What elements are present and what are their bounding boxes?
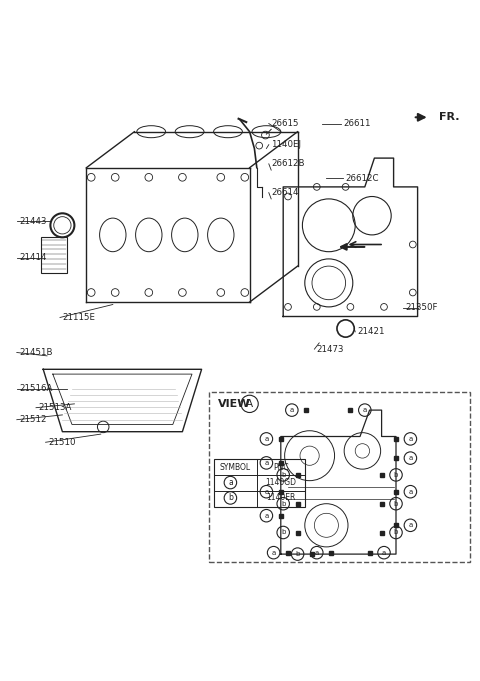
Text: a: a	[272, 550, 276, 556]
Text: b: b	[281, 472, 286, 478]
Text: 21473: 21473	[317, 345, 344, 353]
Text: a: a	[315, 550, 319, 556]
Text: SYMBOL: SYMBOL	[220, 462, 251, 472]
Text: b: b	[394, 501, 398, 507]
Text: a: a	[290, 407, 294, 413]
Text: 21421: 21421	[358, 328, 385, 336]
Text: VIEW: VIEW	[218, 399, 251, 409]
Text: 26612C: 26612C	[346, 174, 379, 183]
Text: 1140GD: 1140GD	[265, 478, 296, 487]
Text: a: a	[363, 407, 367, 413]
Text: 26612B: 26612B	[271, 159, 305, 168]
Text: A: A	[246, 399, 253, 409]
Text: a: a	[264, 489, 268, 494]
Text: a: a	[264, 436, 268, 442]
Text: a: a	[408, 436, 412, 442]
Text: 26611: 26611	[343, 119, 371, 128]
Text: a: a	[382, 550, 386, 556]
Text: b: b	[394, 530, 398, 535]
Text: 21510: 21510	[48, 438, 75, 447]
Bar	[41, 237, 67, 273]
Text: FR.: FR.	[439, 112, 460, 123]
Text: 1140EJ: 1140EJ	[271, 140, 301, 149]
Text: b: b	[281, 530, 286, 535]
Text: 21414: 21414	[19, 253, 47, 262]
Text: PNC: PNC	[273, 462, 288, 472]
Text: 21350F: 21350F	[406, 303, 438, 313]
Text: a: a	[264, 460, 268, 466]
Text: a: a	[408, 489, 412, 494]
Text: 1140ER: 1140ER	[266, 494, 296, 503]
Text: b: b	[281, 501, 286, 507]
Text: 21451B: 21451B	[19, 348, 53, 357]
Text: 26614: 26614	[271, 188, 299, 197]
Text: 26615: 26615	[271, 119, 299, 128]
Text: 21513A: 21513A	[38, 403, 72, 412]
Text: 21516A: 21516A	[19, 384, 53, 393]
Text: b: b	[295, 551, 300, 557]
Text: 21443: 21443	[19, 217, 47, 226]
Text: a: a	[408, 522, 412, 528]
Text: 21115E: 21115E	[62, 313, 96, 322]
Text: 21512: 21512	[19, 415, 47, 424]
Text: a: a	[264, 513, 268, 519]
Text: b: b	[394, 472, 398, 478]
Text: b: b	[228, 494, 233, 503]
Text: a: a	[408, 455, 412, 461]
Text: a: a	[228, 478, 233, 487]
